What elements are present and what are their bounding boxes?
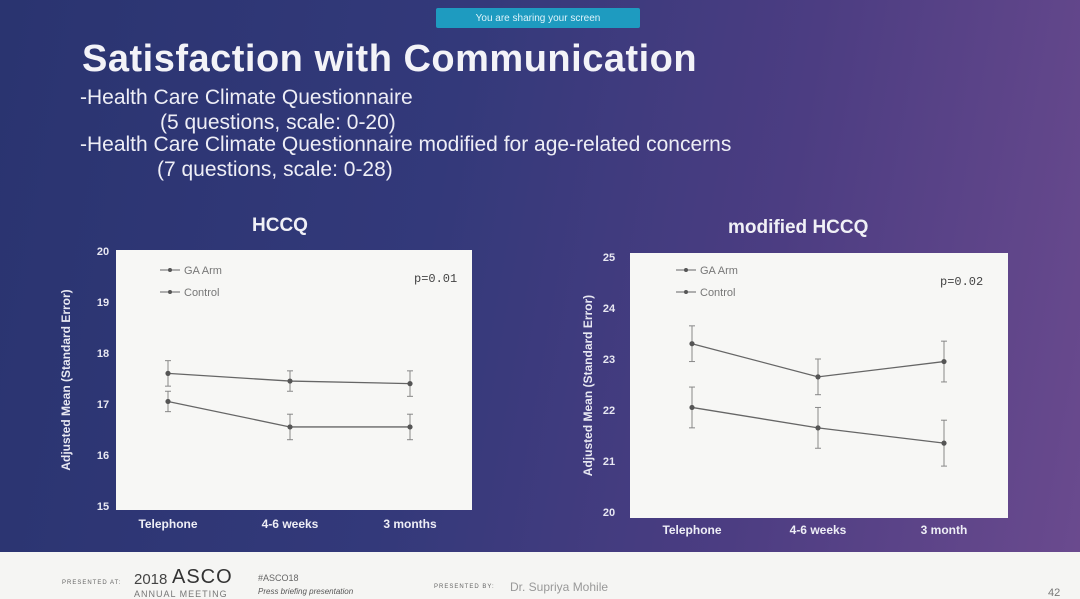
presented-at-label: PRESENTED AT: [62, 580, 122, 586]
chart-1-y-tick-label: 15 [97, 501, 109, 513]
annual-meeting-label: ANNUAL MEETING [134, 589, 228, 599]
slide-footer: PRESENTED AT: 2018 ASCO ANNUAL MEETING #… [0, 552, 1080, 599]
chart-2-x-tick-label: Telephone [662, 523, 721, 537]
legend-1-marker-1 [168, 290, 172, 294]
legend-2-marker-0 [684, 268, 688, 272]
chart-1-x-tick-label: Telephone [138, 517, 197, 531]
chart-2-y-axis-label: Adjusted Mean (Standard Error) [581, 295, 595, 476]
chart-2-series-0-point [689, 341, 695, 347]
chart-1-y-axis-label: Adjusted Mean (Standard Error) [59, 289, 73, 470]
legend-2-label-0: GA Arm [700, 265, 738, 277]
chart-2-y-tick-label: 21 [603, 456, 615, 468]
chart-1-series-1-point [165, 398, 171, 405]
chart-2-x-tick-label: 3 month [921, 523, 968, 537]
chart-1-y-tick-label: 19 [97, 297, 109, 309]
chart-1-plot-area [116, 250, 472, 510]
chart-1-x-tick-label: 3 months [383, 517, 437, 531]
charts-canvas: 15 16 17 18 19 20 Adjusted Mean (Standard Erro… [59, 246, 1008, 537]
chart-2-series-0-point [815, 374, 821, 380]
chart-2-plot-area [630, 253, 1008, 518]
chart-2-y-tick-label: 25 [603, 252, 615, 264]
asco-logo: ASCO [172, 566, 233, 588]
subtitle-line-1: -Health Care Climate Questionnaire [80, 86, 413, 109]
chart-2-series-1-point [941, 440, 947, 446]
chart-2-y-tick-label: 22 [603, 405, 615, 417]
legend-1-marker-0 [168, 268, 172, 272]
chart-1-series-0-point [287, 378, 293, 384]
chart-2-y-tick-label: 23 [603, 354, 615, 366]
subtitle-line-3: -Health Care Climate Questionnaire modif… [80, 133, 732, 156]
chart-1-title: HCCQ [252, 215, 308, 236]
presenter-name: Dr. Supriya Mohile [510, 580, 609, 594]
chart-1-series-1-point [407, 424, 413, 430]
subtitle-line-4: (7 questions, scale: 0-28) [157, 158, 393, 181]
chart-2-series-1-point [689, 404, 695, 411]
chart-1-y-tick-label: 18 [97, 348, 109, 360]
meeting-year: 2018 [134, 571, 168, 588]
slide-number: 42 [1048, 587, 1061, 599]
chart-2-y-tick-label: 24 [603, 303, 616, 315]
chart-1-x-tick-label: 4-6 weeks [262, 517, 319, 531]
legend-1-label-1: Control [184, 287, 219, 299]
slide-title: Satisfaction with Communication [82, 38, 698, 80]
legend-1-label-0: GA Arm [184, 265, 222, 277]
chart-1-series-0-point [165, 370, 171, 376]
chart-1-series-0-point [407, 381, 413, 387]
chart-2-x-tick-label: 4-6 weeks [790, 523, 847, 537]
chart-1-y-tick-label: 20 [97, 246, 109, 258]
chart-2-y-tick-label: 20 [603, 507, 615, 519]
legend-2-label-1: Control [700, 287, 735, 299]
screen-sharing-banner[interactable]: You are sharing your screen [436, 8, 640, 28]
chart-2-p-value: p=0.02 [940, 275, 983, 289]
chart-1-y-tick-label: 17 [97, 399, 109, 411]
chart-2-series-1-point [815, 425, 821, 431]
chart-1-p-value: p=0.01 [414, 272, 457, 286]
presented-by-label: PRESENTED BY: [434, 584, 495, 590]
legend-2-marker-1 [684, 290, 688, 294]
chart-2-series-0-point [941, 358, 947, 365]
presentation-slide: You are sharing your screen Satisfaction… [0, 0, 1080, 552]
press-briefing-label: Press briefing presentation [258, 587, 354, 596]
chart-1-series-1-point [287, 424, 293, 430]
subtitle-line-2: (5 questions, scale: 0-20) [160, 111, 396, 134]
hashtag: #ASCO18 [258, 573, 299, 583]
chart-1-y-tick-label: 16 [97, 450, 109, 462]
chart-2-title: modified HCCQ [728, 217, 869, 238]
